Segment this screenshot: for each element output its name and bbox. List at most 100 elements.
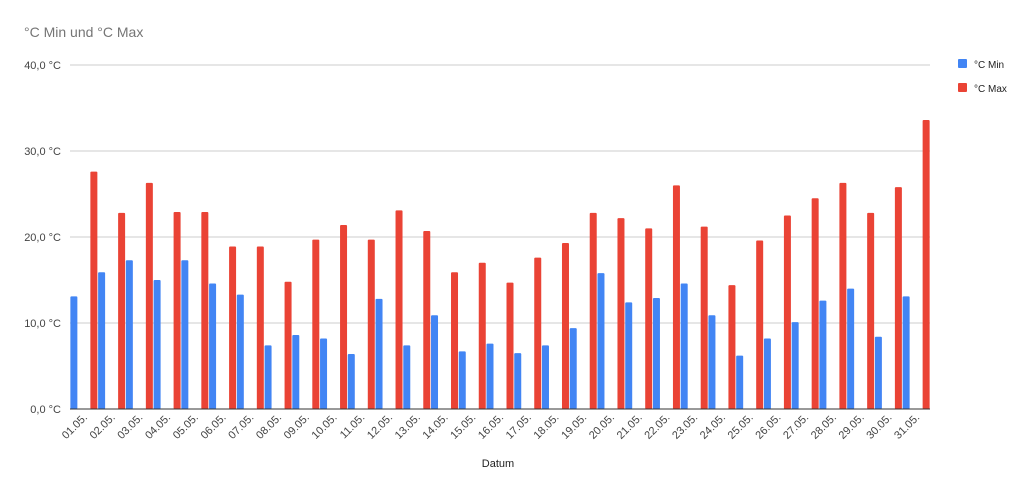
bar-min (541, 345, 549, 409)
bar-min (431, 315, 439, 409)
bar-min (847, 288, 855, 409)
x-tick-label: 12.05. (365, 412, 395, 442)
x-tick-label: 24.05. (698, 412, 728, 442)
bar-max (700, 226, 708, 409)
x-tick-label: 15.05. (448, 412, 478, 442)
x-tick-label: 14.05. (421, 412, 451, 442)
bar-max (756, 240, 764, 409)
bar-max (561, 243, 569, 409)
bar-min (486, 343, 494, 409)
bar-max (867, 212, 875, 409)
legend-label: °C Max (974, 84, 1007, 95)
y-tick-label: 30,0 °C (24, 146, 61, 158)
legend-swatch (958, 83, 967, 92)
bar-min (236, 294, 244, 409)
bar-min (569, 328, 577, 409)
bar-min (902, 296, 910, 409)
x-axis-title: Datum (482, 458, 514, 470)
y-tick-label: 20,0 °C (24, 232, 61, 244)
bar-min (320, 338, 328, 409)
x-tick-label: 25.05. (726, 412, 756, 442)
bar-max (201, 212, 209, 409)
legend-label: °C Min (974, 60, 1004, 71)
bar-max (340, 224, 348, 409)
x-tick-label: 30.05. (864, 412, 894, 442)
bar-min (680, 283, 688, 409)
x-tick-label: 17.05. (504, 412, 534, 442)
bar-min (458, 351, 466, 409)
bar-max (506, 282, 514, 409)
bar-min (375, 298, 383, 409)
y-tick-label: 0,0 °C (30, 404, 61, 416)
x-tick-label: 28.05. (809, 412, 839, 442)
x-tick-label: 16.05. (476, 412, 506, 442)
bars (70, 120, 930, 409)
x-axis-ticks: 01.05.02.05.03.05.04.05.05.05.06.05.07.0… (60, 412, 922, 442)
x-tick-label: 01.05. (60, 412, 90, 442)
bar-min (98, 272, 106, 409)
x-tick-label: 03.05. (115, 412, 145, 442)
bar-min (403, 345, 411, 409)
gridlines (70, 64, 930, 324)
bar-max (90, 171, 98, 409)
bar-max (922, 120, 930, 409)
x-tick-label: 10.05. (310, 412, 340, 442)
bar-max (478, 262, 486, 409)
bar-max (395, 210, 403, 409)
bar-min (652, 298, 660, 409)
x-tick-label: 09.05. (282, 412, 312, 442)
x-tick-label: 22.05. (642, 412, 672, 442)
bar-min (125, 260, 133, 409)
x-tick-label: 05.05. (171, 412, 201, 442)
x-tick-label: 18.05. (531, 412, 561, 442)
bar-max (617, 218, 625, 409)
bar-min (264, 345, 272, 409)
x-tick-label: 02.05. (88, 412, 118, 442)
x-tick-label: 27.05. (781, 412, 811, 442)
bar-min (153, 280, 161, 409)
bar-max (173, 212, 181, 409)
x-tick-label: 23.05. (670, 412, 700, 442)
bar-max (451, 272, 459, 409)
bar-max (645, 228, 653, 409)
bar-max (256, 246, 264, 409)
bar-max (672, 185, 680, 409)
chart-title: °C Min und °C Max (24, 24, 144, 40)
bar-max (312, 239, 320, 409)
bar-min (209, 283, 217, 409)
bar-min (347, 353, 355, 409)
legend: °C Min °C Max (958, 59, 1007, 95)
bar-max (589, 212, 597, 409)
bar-min (181, 260, 189, 409)
x-tick-label: 26.05. (753, 412, 783, 442)
x-tick-label: 21.05. (615, 412, 645, 442)
y-tick-label: 10,0 °C (24, 318, 61, 330)
bar-max (728, 285, 736, 409)
bar-min (70, 296, 78, 409)
bar-min (791, 322, 799, 409)
bar-max (534, 257, 542, 409)
bar-min (874, 336, 882, 409)
x-tick-label: 06.05. (199, 412, 229, 442)
bar-max (811, 198, 819, 409)
bar-min (514, 353, 522, 409)
x-tick-label: 08.05. (254, 412, 284, 442)
bar-min (736, 355, 744, 409)
bar-min (292, 335, 300, 409)
bar-max (145, 182, 153, 409)
bar-max (367, 239, 375, 409)
bar-max (783, 215, 791, 409)
bar-min (708, 315, 716, 409)
bar-max (118, 212, 126, 409)
bar-min (597, 273, 605, 409)
x-tick-label: 07.05. (226, 412, 256, 442)
bar-min (819, 300, 827, 409)
bar-max (839, 182, 847, 409)
x-tick-label: 13.05. (393, 412, 423, 442)
y-axis-ticks: 0,0 °C 10,0 °C 20,0 °C 30,0 °C 40,0 °C (24, 60, 61, 416)
bar-min (763, 338, 771, 409)
x-tick-label: 31.05. (892, 412, 922, 442)
bar-max (229, 246, 237, 409)
x-tick-label: 29.05. (837, 412, 867, 442)
